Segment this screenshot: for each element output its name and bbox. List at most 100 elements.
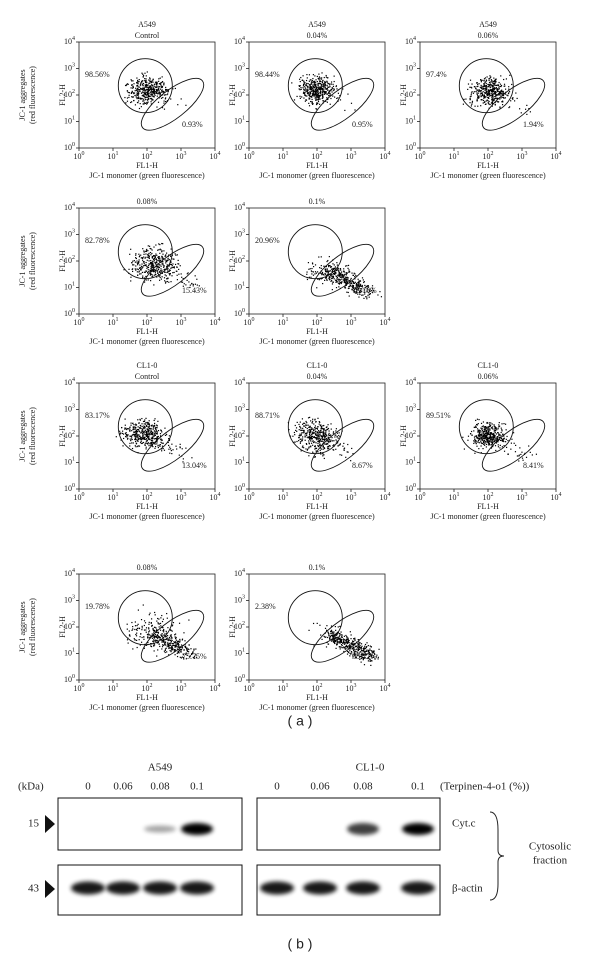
event-dot <box>312 103 314 105</box>
event-dot <box>173 258 175 260</box>
event-dot <box>299 425 301 428</box>
event-dot <box>162 448 164 450</box>
event-dot <box>156 636 158 638</box>
event-dot <box>467 439 469 441</box>
event-dot <box>132 80 134 82</box>
event-dot <box>322 441 325 443</box>
event-dot <box>353 646 355 648</box>
event-dot <box>481 429 483 431</box>
event-dot <box>493 433 495 435</box>
event-dot <box>488 428 490 430</box>
plot-title: 0.04% <box>307 372 328 381</box>
event-dot <box>154 272 157 274</box>
event-dot <box>149 80 151 83</box>
event-dot <box>166 88 168 91</box>
event-dot <box>327 440 329 442</box>
event-dot <box>488 79 490 82</box>
event-dot <box>169 448 172 450</box>
event-dot <box>151 265 154 267</box>
event-dot <box>485 438 487 440</box>
event-dot <box>322 455 324 457</box>
event-dot <box>140 254 142 256</box>
event-dot <box>367 651 370 653</box>
event-dot <box>309 98 311 100</box>
event-dot <box>341 274 343 276</box>
event-dot <box>156 106 158 108</box>
event-dot <box>161 86 163 88</box>
event-dot <box>485 443 488 446</box>
event-dot <box>157 445 159 447</box>
event-dot <box>339 637 341 639</box>
event-dot <box>320 428 322 430</box>
event-dot <box>300 76 302 79</box>
tick-base: 10 <box>405 484 413 493</box>
event-dot <box>372 287 374 289</box>
event-dot <box>139 90 141 92</box>
event-dot <box>147 637 149 639</box>
event-dot <box>131 262 133 264</box>
event-dot <box>505 429 507 431</box>
event-dot <box>311 422 314 424</box>
event-dot <box>328 83 330 85</box>
event-dot <box>488 78 490 80</box>
tick-exponent: 3 <box>242 404 245 410</box>
event-dot <box>480 434 482 436</box>
event-dot <box>151 625 153 627</box>
event-dot <box>351 642 353 644</box>
event-dot <box>513 442 515 444</box>
event-dot <box>150 267 152 269</box>
event-dot <box>500 91 503 93</box>
event-dot <box>326 93 328 95</box>
event-dot <box>305 90 307 93</box>
event-dot <box>358 280 360 282</box>
blot-frame <box>57 864 243 916</box>
event-dot <box>501 423 503 425</box>
event-dot <box>155 258 157 260</box>
event-dot <box>328 634 330 636</box>
event-dot <box>335 632 337 634</box>
event-dot <box>325 636 327 638</box>
event-dot <box>167 627 169 629</box>
event-dot <box>487 438 490 440</box>
event-dot <box>123 269 125 271</box>
event-dot <box>512 432 515 434</box>
event-dot <box>180 650 182 652</box>
event-dot <box>368 655 371 658</box>
event-dot <box>159 270 162 272</box>
event-dot <box>164 644 166 646</box>
event-dot <box>180 644 183 646</box>
event-dot <box>333 641 336 643</box>
event-dot <box>148 435 150 437</box>
event-dot <box>151 91 153 93</box>
event-dot <box>300 429 302 431</box>
event-dot <box>151 262 153 264</box>
event-dot <box>315 420 317 423</box>
x-axis-title: JC-1 monomer (green fluorescence) <box>259 171 375 180</box>
event-dot <box>148 252 150 255</box>
event-dot <box>192 651 194 653</box>
event-dot <box>159 276 161 279</box>
event-dot <box>330 274 332 276</box>
event-dot <box>480 84 482 87</box>
event-dot <box>489 87 491 89</box>
event-dot <box>345 283 347 285</box>
event-dot <box>333 88 335 91</box>
tick-base: 10 <box>64 595 72 604</box>
event-dot <box>368 296 370 298</box>
event-dot <box>153 268 155 271</box>
event-dot <box>347 639 349 642</box>
event-dot <box>339 272 341 275</box>
event-dot <box>322 446 324 448</box>
event-dot <box>288 429 290 431</box>
event-dot <box>144 429 146 431</box>
tick-base: 10 <box>244 684 252 693</box>
event-dot <box>135 254 137 256</box>
event-dot <box>328 633 330 635</box>
event-dot <box>332 268 334 270</box>
event-dot <box>319 447 322 449</box>
event-dot <box>320 272 322 274</box>
tick-exponent: 1 <box>457 492 460 498</box>
event-dot <box>322 91 324 93</box>
event-dot <box>353 654 355 656</box>
event-dot <box>317 95 319 97</box>
